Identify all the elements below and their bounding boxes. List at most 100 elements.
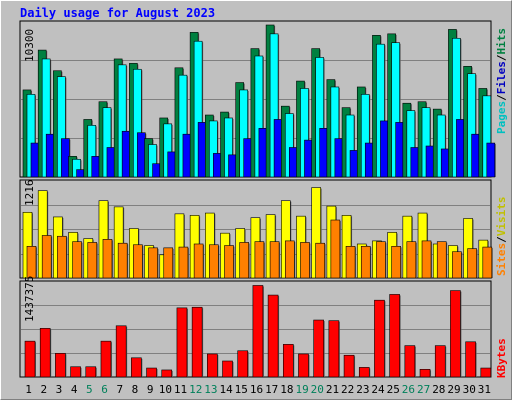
sites-bar [209,244,219,279]
sites-visits-panel [19,179,493,279]
pages-bar [137,132,146,178]
x-label-day: 2 [40,383,47,396]
sites-bar [57,235,67,279]
x-label-day: 23 [356,383,369,396]
pages-bar [273,119,283,178]
sites-bar [300,242,310,279]
x-label-day: 12 [189,383,202,396]
kbytes-bar [419,369,431,378]
pages-bar [425,145,435,178]
kbytes-bar [191,306,203,378]
pages-bar [486,142,496,178]
kbytes-bar [267,294,279,378]
x-label-day: 30 [463,383,476,396]
sites-bar [72,241,82,279]
pages-bar [61,138,70,178]
kbytes-bar [207,353,218,378]
kbytes-bar [313,319,324,378]
legend-sep-2: / [495,54,508,61]
legend-hits: Hits [495,28,508,55]
kbytes-bar [328,320,340,378]
pages-bar [349,150,359,178]
pages-bar [91,156,101,178]
legend-files: Files [495,61,508,94]
sites-bar [102,239,113,279]
x-label-day: 7 [116,383,123,396]
sites-bar [254,241,265,279]
sites-bar [178,246,189,279]
x-axis-day-labels: 1 2 3 4 5 6 7 8 9 10 11 12 13 14 15 16 17 18 19 20 21 22 23 24 2… [25,383,491,396]
kbytes-bar [131,357,142,378]
pages-bar [258,128,268,178]
sites-bar [391,246,401,279]
legend-sites: Sites [495,243,508,276]
pages-bar [106,147,116,178]
x-label-day: 18 [280,383,293,396]
sites-bar [163,247,174,279]
pages-bar [167,151,177,178]
legend-sep-1: / [495,94,508,101]
x-label-day: 6 [101,383,108,396]
x-label-day: 19 [295,383,308,396]
x-label-day: 16 [250,383,263,396]
visits-panel-max-label: 1216 [23,180,36,207]
pages-bar [243,138,253,178]
pages-bar [152,163,161,178]
x-label-day: 13 [204,383,217,396]
kbytes-bar [389,294,400,378]
sites-bar [87,242,98,279]
pages-bar [380,120,389,178]
x-label-day: 17 [265,383,278,396]
x-label-day: 25 [387,383,400,396]
x-label-day: 22 [341,383,354,396]
sites-bar [224,245,234,279]
kbytes-bar [176,307,188,378]
x-label-day: 21 [326,383,339,396]
sites-bar [315,242,325,279]
x-label-day: 24 [371,383,385,396]
visits-panel-legend: Sites/Visits [495,197,508,277]
pages-bar [197,122,207,178]
pages-bar [395,122,404,178]
pages-bar [471,133,480,178]
legend-visits: Visits [495,197,508,237]
kbytes-bar [282,344,294,378]
sites-bar [26,246,37,279]
kbytes-bar [450,290,461,378]
sites-bar [330,219,341,279]
sites-bar [133,244,143,279]
x-label-day: 20 [311,383,324,396]
x-label-day: 5 [86,383,93,396]
kbytes-bar [252,285,264,378]
x-label-day: 1 [25,383,32,396]
sites-bar [345,246,356,279]
chart-title: Daily usage for August 2023 [20,6,215,20]
kbytes-bar [298,353,309,378]
sites-bar [452,251,462,279]
pages-bar [304,139,313,178]
kbytes-panel-max-label: 1437375 [23,276,36,322]
pages-bar [45,133,55,178]
kbytes-bar [55,353,66,378]
x-label-day: 9 [147,383,154,396]
legend-pages: Pages [495,101,508,134]
pages-bar [319,128,328,178]
pages-bar [76,169,85,178]
kbytes-bar [85,366,97,378]
pages-bar [30,142,40,178]
kbytes-bar [465,341,476,378]
sites-bar [117,242,128,279]
kbytes-bar [39,328,51,378]
x-label-day: 28 [432,383,445,396]
pages-bar [288,147,298,178]
x-label-day: 10 [159,383,172,396]
sites-bar [406,241,417,279]
sites-bar [239,242,250,279]
kbytes-bar [115,325,127,378]
x-label-day: 11 [174,383,187,396]
kbytes-bar [100,340,112,378]
legend-sep-3: / [495,236,508,243]
kbytes-bar [358,367,370,378]
x-label-day: 27 [417,383,430,396]
kbytes-bar [24,340,36,378]
